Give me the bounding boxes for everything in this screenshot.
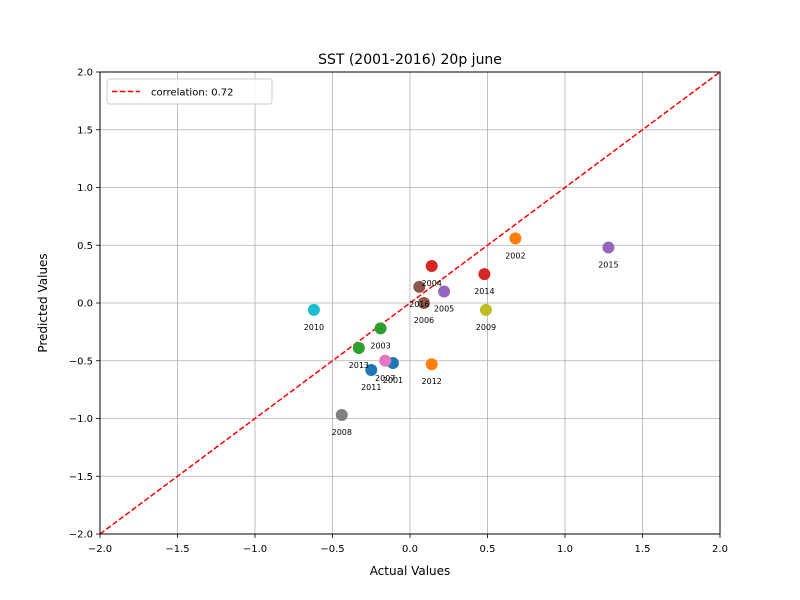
data-point-2006 (417, 297, 430, 309)
x-ticks: −2.0 −1.5 −1.0 −0.5 0.0 0.5 1.0 1.5 2.0 (88, 534, 728, 555)
data-point-2002 (509, 232, 522, 245)
point-label-2004: 2004 (422, 279, 442, 288)
point-label-2016: 2016 (409, 300, 429, 309)
y-tick-label: 1.5 (77, 125, 93, 136)
data-point-2005 (438, 285, 451, 298)
data-point-2010 (307, 303, 320, 316)
point-label-2013: 2013 (349, 361, 369, 370)
point-label-2010: 2010 (304, 323, 324, 332)
data-point-2003 (374, 322, 387, 335)
y-tick-label: −2.0 (69, 530, 93, 541)
y-tick-label: 0.0 (77, 299, 93, 310)
point-label-2005: 2005 (434, 304, 454, 313)
point-label-2001: 2001 (383, 376, 403, 385)
chart-title: SST (2001-2016) 20p june (318, 52, 502, 68)
data-point-2013 (352, 342, 365, 355)
data-point-2016 (413, 280, 426, 293)
correlation-reference-line (99, 71, 721, 535)
y-tick-label: 0.5 (77, 241, 93, 252)
point-label-2012: 2012 (422, 377, 442, 386)
x-tick-label: −2.0 (88, 544, 112, 555)
point-label-2006: 2006 (414, 316, 434, 325)
legend-box (106, 78, 273, 105)
x-tick-label: 0.0 (402, 544, 418, 555)
x-tick-label: −0.5 (320, 544, 344, 555)
y-tick-label: −1.5 (69, 472, 93, 483)
x-tick-label: 2.0 (712, 544, 728, 555)
point-label-2011: 2011 (361, 383, 381, 392)
data-point-2012 (425, 358, 438, 371)
x-tick-label: 1.0 (557, 544, 573, 555)
point-label-2002: 2002 (505, 251, 525, 260)
point-label-2008: 2008 (332, 428, 352, 437)
x-axis-title: Actual Values (370, 564, 451, 578)
x-tick-label: 1.5 (635, 544, 651, 555)
point-label-2009: 2009 (476, 323, 496, 332)
y-axis-title: Predicted Values (36, 253, 50, 352)
point-label-2015: 2015 (598, 261, 618, 270)
data-point-2015 (602, 241, 615, 254)
points-layer (307, 232, 615, 422)
y-tick-label: −0.5 (69, 356, 93, 367)
point-label-2003: 2003 (370, 341, 390, 350)
y-tick-label: 2.0 (77, 68, 93, 79)
data-point-2008 (335, 409, 348, 422)
legend: correlation: 0.72 (106, 78, 273, 105)
x-tick-label: −1.0 (243, 544, 267, 555)
x-tick-label: −1.5 (165, 544, 189, 555)
y-tick-label: 1.0 (77, 183, 93, 194)
point-label-2007: 2007 (375, 374, 395, 383)
data-point-2009 (479, 303, 492, 316)
data-point-2007 (379, 354, 392, 367)
point-label-2014: 2014 (474, 287, 494, 296)
legend-label: correlation: 0.72 (151, 88, 233, 99)
data-point-2004 (425, 260, 438, 273)
x-tick-label: 0.5 (480, 544, 496, 555)
reference-line-layer (99, 71, 721, 535)
data-point-2011 (365, 363, 378, 376)
y-ticks: −2.0 −1.5 −1.0 −0.5 0.0 0.5 1.0 1.5 2.0 (69, 68, 100, 541)
y-tick-label: −1.0 (69, 414, 93, 425)
data-point-2014 (478, 268, 491, 281)
